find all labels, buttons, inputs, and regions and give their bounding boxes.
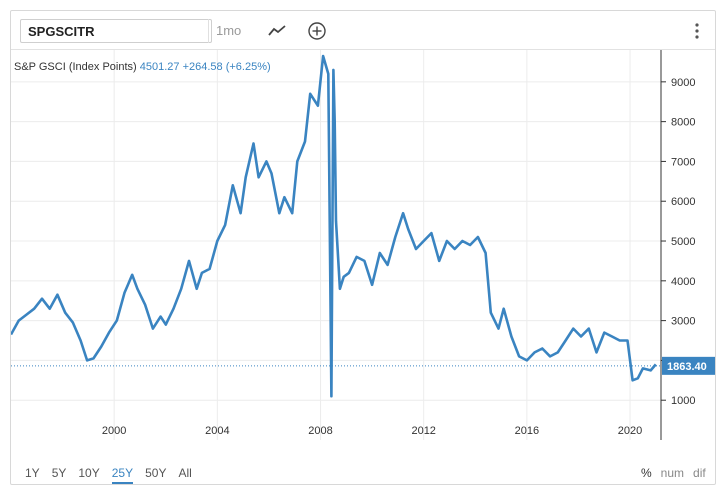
range-button-25y[interactable]: 25Y	[111, 466, 134, 484]
last-value-label: 1863.40	[667, 361, 707, 373]
legend-series-name: S&P GSCI (Index Points)	[14, 61, 137, 73]
legend-change: +264.58 (+6.25%)	[182, 61, 271, 73]
toolbar-divider	[208, 19, 209, 43]
x-tick-label: 2012	[411, 425, 435, 437]
symbol-input[interactable]: SPGSCITR	[20, 19, 212, 43]
y-tick-label: 3000	[671, 316, 695, 328]
y-tick-label: 1000	[671, 395, 695, 407]
y-tick-label: 9000	[671, 77, 695, 89]
x-tick-label: 2020	[618, 425, 642, 437]
range-button-5y[interactable]: 5Y	[51, 466, 67, 480]
y-tick-label: 8000	[671, 117, 695, 129]
x-tick-label: 2008	[308, 425, 332, 437]
y-tick-label: 4000	[671, 276, 695, 288]
mode-selector: % num dif	[641, 466, 706, 480]
range-selector: 1Y 5Y 10Y 25Y 50Y All	[25, 466, 204, 484]
range-button-10y[interactable]: 10Y	[78, 466, 100, 480]
mode-button-num[interactable]: num	[660, 466, 685, 480]
x-tick-label: 2000	[102, 425, 126, 437]
chart-legend: S&P GSCI (Index Points) 4501.27 +264.58 …	[14, 61, 271, 73]
series-line	[11, 54, 657, 398]
chart-toolbar: SPGSCITR 1mo	[11, 11, 715, 50]
range-button-all[interactable]: All	[178, 466, 192, 480]
mode-button-percent[interactable]: %	[641, 466, 652, 480]
mode-button-dif[interactable]: dif	[693, 466, 706, 480]
chart-widget: SPGSCITR 1mo 1000 2000 3000 4000 5000 6000 700…	[10, 10, 716, 485]
x-tick-label: 2004	[205, 425, 229, 437]
x-tick-label: 2016	[515, 425, 539, 437]
legend-value: 4501.27	[139, 61, 180, 73]
last-value-tag	[662, 356, 715, 375]
range-button-1y[interactable]: 1Y	[25, 466, 40, 480]
line-chart-icon[interactable]	[266, 20, 288, 42]
period-selector[interactable]: 1mo	[216, 23, 242, 38]
add-circle-icon[interactable]	[306, 20, 328, 42]
y-tick-label: 6000	[671, 196, 695, 208]
range-button-50y[interactable]: 50Y	[145, 466, 167, 480]
y-tick-label: 5000	[671, 236, 695, 248]
kebab-menu-icon[interactable]	[693, 21, 701, 41]
y-tick-label: 7000	[671, 156, 695, 168]
price-chart[interactable]: 1000200030004000500060007000800090002000…	[11, 50, 715, 440]
